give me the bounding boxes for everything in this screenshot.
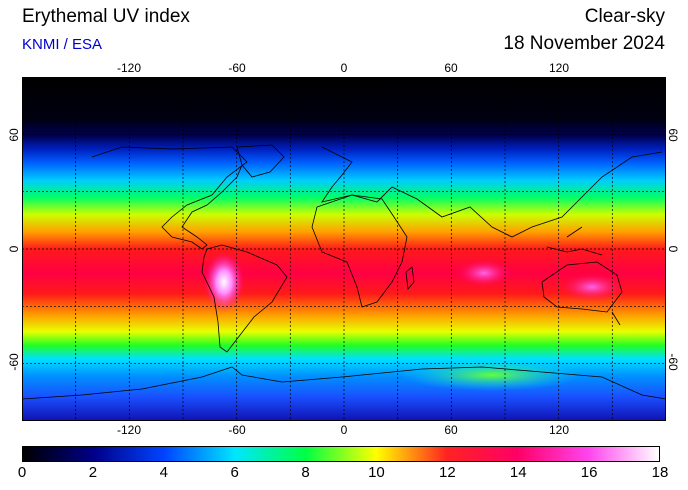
- antarctica-uv-band: [402, 359, 582, 391]
- colorbar-label: 8: [301, 464, 310, 481]
- coastlines: [22, 144, 666, 400]
- coastline-eurasia: [321, 146, 663, 238]
- coastline-antarctica: [22, 366, 666, 400]
- uv-colorbar: [22, 446, 660, 462]
- coastline-islands: [546, 226, 621, 326]
- graticule: [22, 77, 666, 421]
- lon-tick-bottom: 0: [340, 423, 348, 437]
- lat-tick-left: 60: [7, 128, 21, 142]
- coastline-australia: [541, 261, 623, 313]
- lat-tick-left: 0: [7, 245, 21, 253]
- map-title: Erythemal UV index: [22, 6, 190, 27]
- data-source-label: KNMI / ESA: [22, 36, 103, 53]
- lat-tick-right: 0: [666, 245, 680, 253]
- colorbar-label: 14: [509, 464, 527, 481]
- coastline-madagascar: [405, 266, 415, 290]
- lon-tick-top: 60: [444, 61, 458, 75]
- colorbar-label: 12: [438, 464, 456, 481]
- colorbar-label: 10: [368, 464, 385, 481]
- colorbar-label: 6: [230, 464, 239, 481]
- coastline-africa: [311, 194, 408, 308]
- indian-ocean-uv-high: [456, 259, 512, 287]
- colorbar-label: 16: [580, 464, 598, 481]
- colorbar-label: 0: [17, 464, 27, 481]
- australia-uv-high: [560, 273, 624, 301]
- lat-tick-right: 60: [666, 128, 680, 142]
- lat-tick-right: -60: [666, 353, 680, 371]
- lon-tick-top: 0: [340, 61, 348, 75]
- coastline-greenland: [236, 144, 285, 178]
- date-label: 18 November 2024: [503, 33, 665, 54]
- sky-mode-label: Clear-sky: [584, 6, 665, 27]
- colorbar-label: 18: [651, 464, 669, 481]
- colorbar-label: 4: [159, 464, 168, 481]
- lon-tick-bottom: 120: [548, 423, 570, 437]
- uv-index-map: [22, 77, 666, 421]
- map-frame: [22, 77, 666, 421]
- lon-tick-top: -120: [116, 61, 142, 75]
- lon-tick-bottom: -120: [116, 423, 142, 437]
- lon-tick-bottom: -60: [228, 423, 246, 437]
- lat-tick-left: -60: [7, 353, 21, 371]
- lon-tick-bottom: 60: [444, 423, 458, 437]
- andes-uv-max: [204, 252, 244, 312]
- colorbar-label: 2: [88, 464, 98, 481]
- coastline-north-america: [91, 146, 248, 250]
- lon-tick-top: -60: [228, 61, 246, 75]
- lon-tick-top: 120: [548, 61, 570, 75]
